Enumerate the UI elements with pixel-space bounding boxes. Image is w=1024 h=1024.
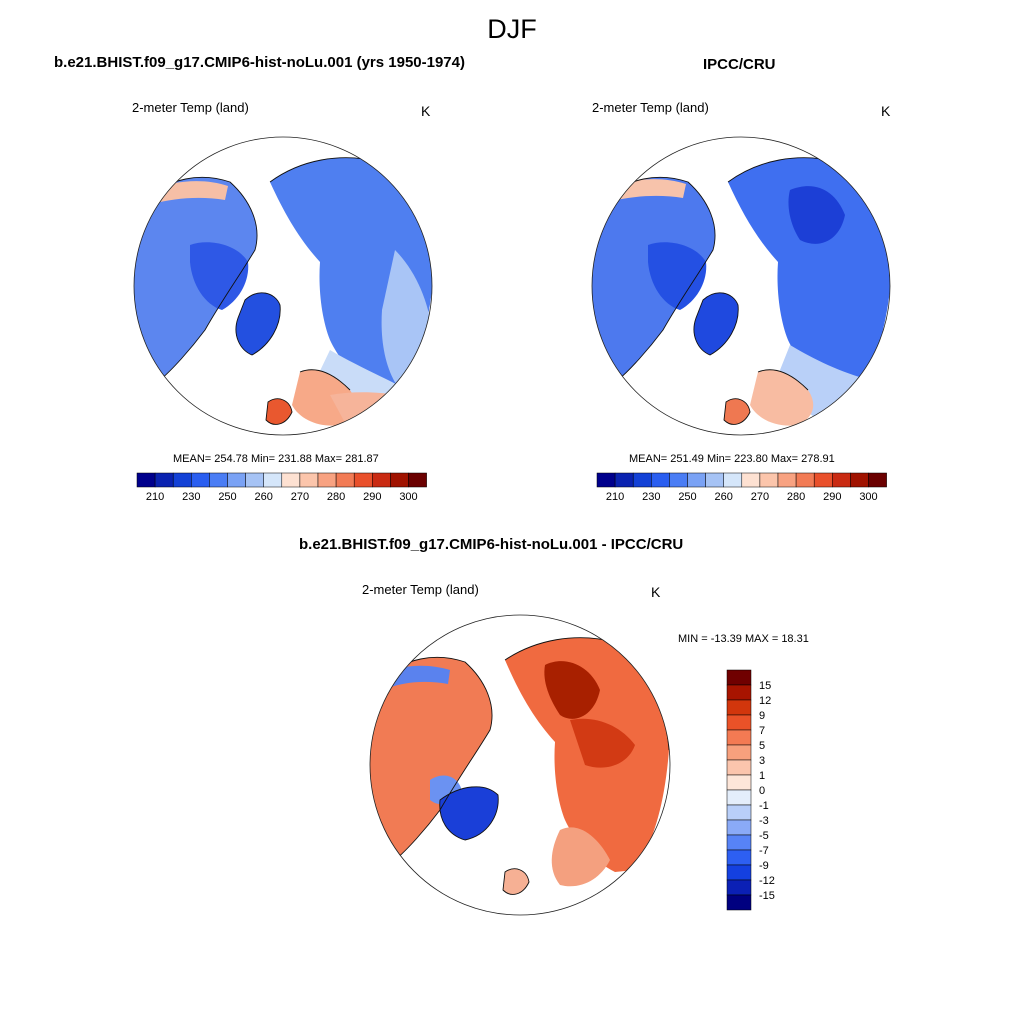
obs-stats: MEAN= 251.49 Min= 223.80 Max= 278.91 — [629, 453, 835, 465]
model-units-label: K — [421, 103, 431, 119]
diff-colorbar-swatch — [726, 894, 752, 911]
obs-colorbar-swatch — [651, 472, 670, 488]
diff-colorbar-tick-label: -3 — [759, 815, 769, 827]
obs-colorbar-swatch — [687, 472, 706, 488]
diff-colorbar-swatch — [726, 729, 752, 746]
model-colorbar-swatch — [154, 472, 174, 488]
obs-colorbar-tick-label: 270 — [751, 491, 769, 503]
diff-colorbar-swatch — [726, 864, 752, 881]
diff-colorbar-swatch — [726, 819, 752, 836]
obs-colorbar-tick-label: 290 — [823, 491, 841, 503]
diff-colorbar-tick-label: -9 — [759, 860, 769, 872]
diff-colorbar-swatch — [726, 744, 752, 761]
diff-colorbar-tick-label: -1 — [759, 800, 769, 812]
diff-stats: MIN = -13.39 MAX = 18.31 — [678, 633, 809, 645]
diff-colorbar-swatch — [726, 834, 752, 851]
season-title: DJF — [487, 14, 537, 44]
obs-colorbar-swatch — [777, 472, 797, 488]
model-colorbar-swatch — [390, 472, 409, 488]
obs-colorbar-swatch — [741, 472, 761, 488]
model-colorbar-swatch — [299, 472, 319, 488]
model-colorbar-tick-label: 280 — [327, 491, 345, 503]
model-colorbar-swatch — [281, 472, 301, 488]
obs-colorbar-tick-label: 280 — [787, 491, 805, 503]
diff-colorbar-swatch — [726, 849, 752, 866]
obs-colorbar-swatch — [614, 472, 634, 488]
diff-colorbar-swatch — [726, 759, 752, 776]
model-colorbar-swatch — [136, 472, 156, 488]
obs-colorbar-swatch — [759, 472, 779, 488]
diff-colorbar-tick-label: 15 — [759, 680, 771, 692]
obs-colorbar-swatch — [723, 472, 743, 488]
obs-colorbar-swatch — [669, 472, 688, 488]
diff-polar-map — [369, 614, 671, 916]
model-colorbar-tick-label: 270 — [291, 491, 309, 503]
model-variable-label: 2-meter Temp (land) — [132, 100, 249, 115]
diff-colorbar-swatch — [726, 789, 752, 806]
diff-colorbar-swatch — [726, 804, 752, 821]
obs-colorbar-tick-label: 210 — [606, 491, 624, 503]
diff-colorbar-tick-label: 12 — [759, 695, 771, 707]
diff-colorbar-tick-label: -12 — [759, 875, 775, 887]
diff-colorbar: 15 12 9 7 5 3 1 0 -1 -3 -5 -7 -9 -12 -15 — [726, 669, 775, 911]
obs-colorbar-tick-label: 260 — [715, 491, 733, 503]
obs-units-label: K — [881, 103, 891, 119]
obs-variable-label: 2-meter Temp (land) — [592, 100, 709, 115]
obs-colorbar-swatch — [832, 472, 851, 488]
diff-colorbar-tick-label: 7 — [759, 725, 765, 737]
model-colorbar-tick-label: 300 — [399, 491, 417, 503]
diff-colorbar-swatch — [726, 669, 752, 686]
obs-colorbar-tick-label: 230 — [642, 491, 660, 503]
model-colorbar-tick-label: 290 — [363, 491, 381, 503]
obs-polar-map — [591, 136, 891, 436]
diff-units-label: K — [651, 584, 661, 600]
model-colorbar-swatch — [353, 472, 373, 488]
model-stats: MEAN= 254.78 Min= 231.88 Max= 281.87 — [173, 453, 379, 465]
diff-colorbar-tick-label: 3 — [759, 755, 765, 767]
model-colorbar-swatch — [209, 472, 228, 488]
model-colorbar-swatch — [172, 472, 192, 488]
obs-colorbar: 210 230 250 260 270 280 290 300 — [596, 472, 887, 503]
diff-colorbar-tick-label: -5 — [759, 830, 769, 842]
diff-panel-title: b.e21.BHIST.f09_g17.CMIP6-hist-noLu.001 … — [299, 536, 684, 553]
obs-colorbar-swatch — [705, 472, 724, 488]
diff-colorbar-tick-label: 9 — [759, 710, 765, 722]
model-panel-title: b.e21.BHIST.f09_g17.CMIP6-hist-noLu.001 … — [54, 54, 465, 71]
model-colorbar-tick-label: 210 — [146, 491, 164, 503]
model-colorbar-swatch — [317, 472, 337, 488]
obs-colorbar-swatch — [795, 472, 815, 488]
diff-colorbar-tick-label: 0 — [759, 785, 765, 797]
model-colorbar-swatch — [408, 472, 427, 488]
model-colorbar-swatch — [227, 472, 246, 488]
model-colorbar: 210 230 250 260 270 280 290 300 — [136, 472, 427, 503]
obs-colorbar-swatch — [813, 472, 833, 488]
model-colorbar-tick-label: 250 — [218, 491, 236, 503]
model-colorbar-swatch — [245, 472, 264, 488]
obs-colorbar-swatch — [868, 472, 887, 488]
obs-colorbar-swatch — [632, 472, 652, 488]
obs-colorbar-tick-label: 250 — [678, 491, 696, 503]
obs-colorbar-swatch — [850, 472, 869, 488]
model-colorbar-swatch — [263, 472, 283, 488]
model-polar-map — [133, 136, 433, 436]
model-colorbar-tick-label: 260 — [255, 491, 273, 503]
diff-colorbar-tick-label: -7 — [759, 845, 769, 857]
diff-colorbar-tick-label: -15 — [759, 890, 775, 902]
diff-colorbar-tick-label: 1 — [759, 770, 765, 782]
diff-colorbar-swatch — [726, 684, 752, 701]
diff-colorbar-swatch — [726, 879, 752, 896]
model-colorbar-swatch — [372, 472, 391, 488]
obs-colorbar-tick-label: 300 — [859, 491, 877, 503]
model-colorbar-swatch — [335, 472, 355, 488]
obs-colorbar-swatch — [596, 472, 616, 488]
model-colorbar-tick-label: 230 — [182, 491, 200, 503]
diff-colorbar-tick-label: 5 — [759, 740, 765, 752]
diff-colorbar-swatch — [726, 699, 752, 716]
diff-colorbar-swatch — [726, 774, 752, 791]
model-colorbar-swatch — [191, 472, 210, 488]
diff-variable-label: 2-meter Temp (land) — [362, 582, 479, 597]
obs-panel-title: IPCC/CRU — [703, 56, 776, 73]
diff-colorbar-swatch — [726, 714, 752, 731]
